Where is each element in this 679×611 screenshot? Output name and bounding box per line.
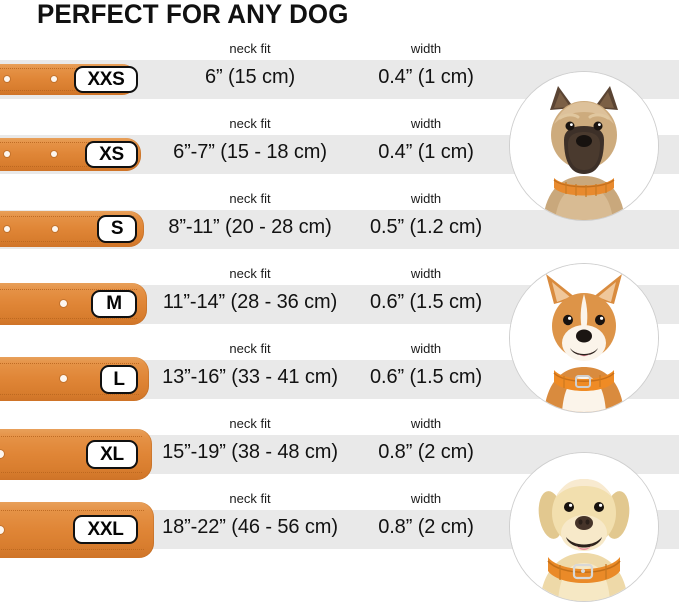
strap-hole xyxy=(60,300,67,307)
width-value: 0.6” (1.5 cm) xyxy=(369,366,483,388)
width-header: width xyxy=(410,116,442,131)
strap-hole xyxy=(4,226,10,232)
corgi-illustration xyxy=(510,264,658,412)
cairn-terrier-illustration xyxy=(510,72,658,220)
strap-hole xyxy=(52,226,58,232)
strap-stitching xyxy=(0,510,144,511)
strap-hole xyxy=(4,151,10,157)
size-badge-xl: XL xyxy=(86,440,138,469)
labrador-retriever-illustration xyxy=(510,453,658,601)
strap-hole xyxy=(0,526,4,534)
dog-photo-corgi xyxy=(509,263,659,413)
neck-fit-header: neck fit xyxy=(229,191,271,206)
strap-stitching xyxy=(0,363,139,364)
neck-fit-value: 18”-22” (46 - 56 cm) xyxy=(162,516,338,538)
size-badge-xs: XS xyxy=(85,141,138,168)
width-value: 0.5” (1.2 cm) xyxy=(369,216,483,238)
strap-stitching xyxy=(0,142,131,143)
width-value: 0.8” (2 cm) xyxy=(378,441,474,463)
dog-photo-cairn-terrier xyxy=(509,71,659,221)
width-value: 0.6” (1.5 cm) xyxy=(369,291,483,313)
neck-fit-header: neck fit xyxy=(229,116,271,131)
page-title: PERFECT FOR ANY DOG xyxy=(37,0,349,29)
neck-fit-header: neck fit xyxy=(229,266,271,281)
size-badge-xxl: XXL xyxy=(73,515,138,544)
strap-stitching xyxy=(0,472,142,473)
neck-fit-header: neck fit xyxy=(229,416,271,431)
strap-stitching xyxy=(0,549,144,550)
neck-fit-value: 6” (15 cm) xyxy=(204,66,296,88)
neck-fit-value: 11”-14” (28 - 36 cm) xyxy=(162,291,338,313)
neck-fit-value: 15”-19” (38 - 48 cm) xyxy=(162,441,338,463)
width-value: 0.8” (2 cm) xyxy=(378,516,474,538)
neck-fit-value: 8”-11” (20 - 28 cm) xyxy=(168,216,332,238)
neck-fit-value: 6”-7” (15 - 18 cm) xyxy=(173,141,327,163)
strap-hole xyxy=(60,375,67,382)
width-header: width xyxy=(410,191,442,206)
strap-hole xyxy=(51,76,57,82)
size-badge-l: L xyxy=(100,365,138,394)
neck-fit-header: neck fit xyxy=(229,41,271,56)
width-header: width xyxy=(410,266,442,281)
strap-stitching xyxy=(0,289,137,290)
strap-stitching xyxy=(0,90,127,91)
width-value: 0.4” (1 cm) xyxy=(378,141,474,163)
strap-stitching xyxy=(0,241,134,242)
neck-fit-header: neck fit xyxy=(229,491,271,506)
strap-stitching xyxy=(0,216,134,217)
width-header: width xyxy=(410,41,442,56)
strap-hole xyxy=(4,76,10,82)
size-badge-s: S xyxy=(97,215,137,243)
width-value: 0.4” (1 cm) xyxy=(378,66,474,88)
neck-fit-header: neck fit xyxy=(229,341,271,356)
dog-photo-labrador-retriever xyxy=(509,452,659,602)
strap-stitching xyxy=(0,68,127,69)
strap-hole xyxy=(0,450,4,458)
size-row-m: neck fit width M 11”-14” (28 - 36 cm) 0.… xyxy=(0,264,679,339)
width-header: width xyxy=(410,341,442,356)
strap-stitching xyxy=(0,394,139,395)
size-badge-xxs: XXS xyxy=(74,66,138,93)
strap-stitching xyxy=(0,166,131,167)
width-header: width xyxy=(410,416,442,431)
strap-stitching xyxy=(0,318,137,319)
strap-stitching xyxy=(0,436,142,437)
neck-fit-value: 13”-16” (33 - 41 cm) xyxy=(162,366,338,388)
size-badge-m: M xyxy=(91,290,137,318)
width-header: width xyxy=(410,491,442,506)
strap-hole xyxy=(51,151,57,157)
